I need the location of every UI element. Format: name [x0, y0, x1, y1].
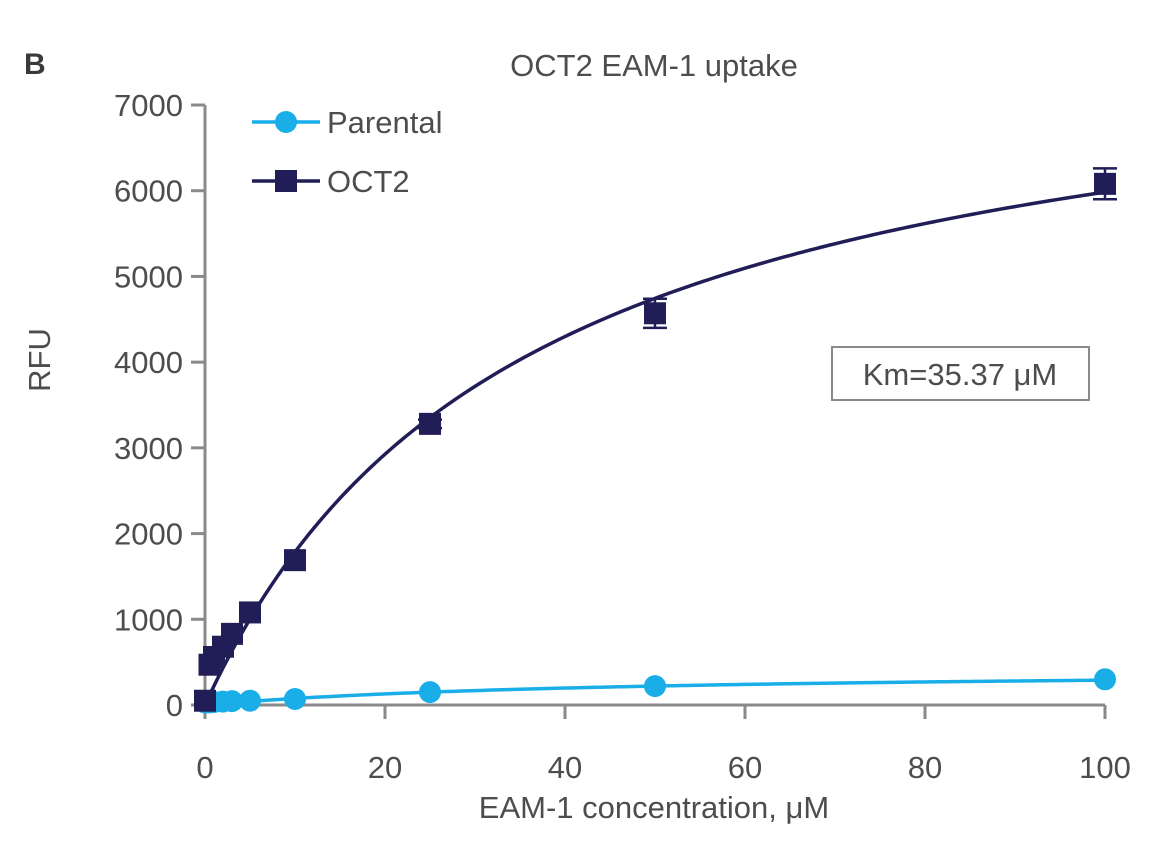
x-tick-label: 60 [728, 750, 762, 785]
km-annotation-text: Km=35.37 μM [863, 357, 1057, 392]
y-tick-label: 5000 [114, 259, 183, 294]
x-tick-label: 20 [368, 750, 402, 785]
point-oct2 [221, 622, 243, 645]
y-tick-label: 3000 [114, 431, 183, 466]
km-annotation: Km=35.37 μM [831, 346, 1090, 401]
y-axis-title: RFU [22, 328, 57, 392]
legend: Parental OCT2 [252, 105, 442, 199]
point-parental [284, 688, 306, 710]
fit-curves [203, 190, 1106, 707]
legend-marker [275, 111, 297, 133]
x-tick-label: 0 [196, 750, 213, 785]
point-oct2 [644, 302, 666, 325]
data-markers [194, 172, 1116, 714]
x-tick-label: 100 [1079, 750, 1131, 785]
point-oct2 [284, 549, 306, 572]
point-parental [1094, 668, 1116, 691]
x-tick-label: 40 [548, 750, 582, 785]
y-tick-label: 1000 [114, 602, 183, 637]
legend-item-parental: Parental [252, 105, 442, 140]
point-oct2 [1094, 172, 1116, 195]
y-tick-label: 4000 [114, 345, 183, 380]
point-oct2 [419, 412, 441, 435]
legend-label: Parental [327, 105, 442, 140]
point-oct2 [194, 689, 216, 712]
axes: 0 1000 2000 3000 4000 5000 6000 7000 0 20 40 60 80 10… [114, 88, 1131, 785]
y-tick-label: 2000 [114, 517, 183, 552]
legend-label: OCT2 [327, 164, 410, 199]
fit-curve-oct2 [203, 190, 1106, 706]
point-parental [221, 690, 243, 713]
y-tick-label: 7000 [114, 88, 183, 123]
point-parental [239, 689, 261, 712]
x-axis-title: EAM-1 concentration, μM [479, 790, 829, 825]
point-parental [644, 675, 666, 698]
point-oct2 [239, 601, 261, 624]
legend-item-oct2: OCT2 [252, 164, 410, 199]
panel-label: B [24, 48, 46, 81]
point-parental [419, 681, 441, 704]
legend-marker [275, 170, 297, 192]
chart-title: OCT2 EAM-1 uptake [510, 48, 798, 83]
y-tick-label: 0 [166, 688, 183, 723]
km-annotation-box [831, 346, 1090, 401]
y-tick-label: 6000 [114, 174, 183, 209]
x-tick-label: 80 [908, 750, 942, 785]
